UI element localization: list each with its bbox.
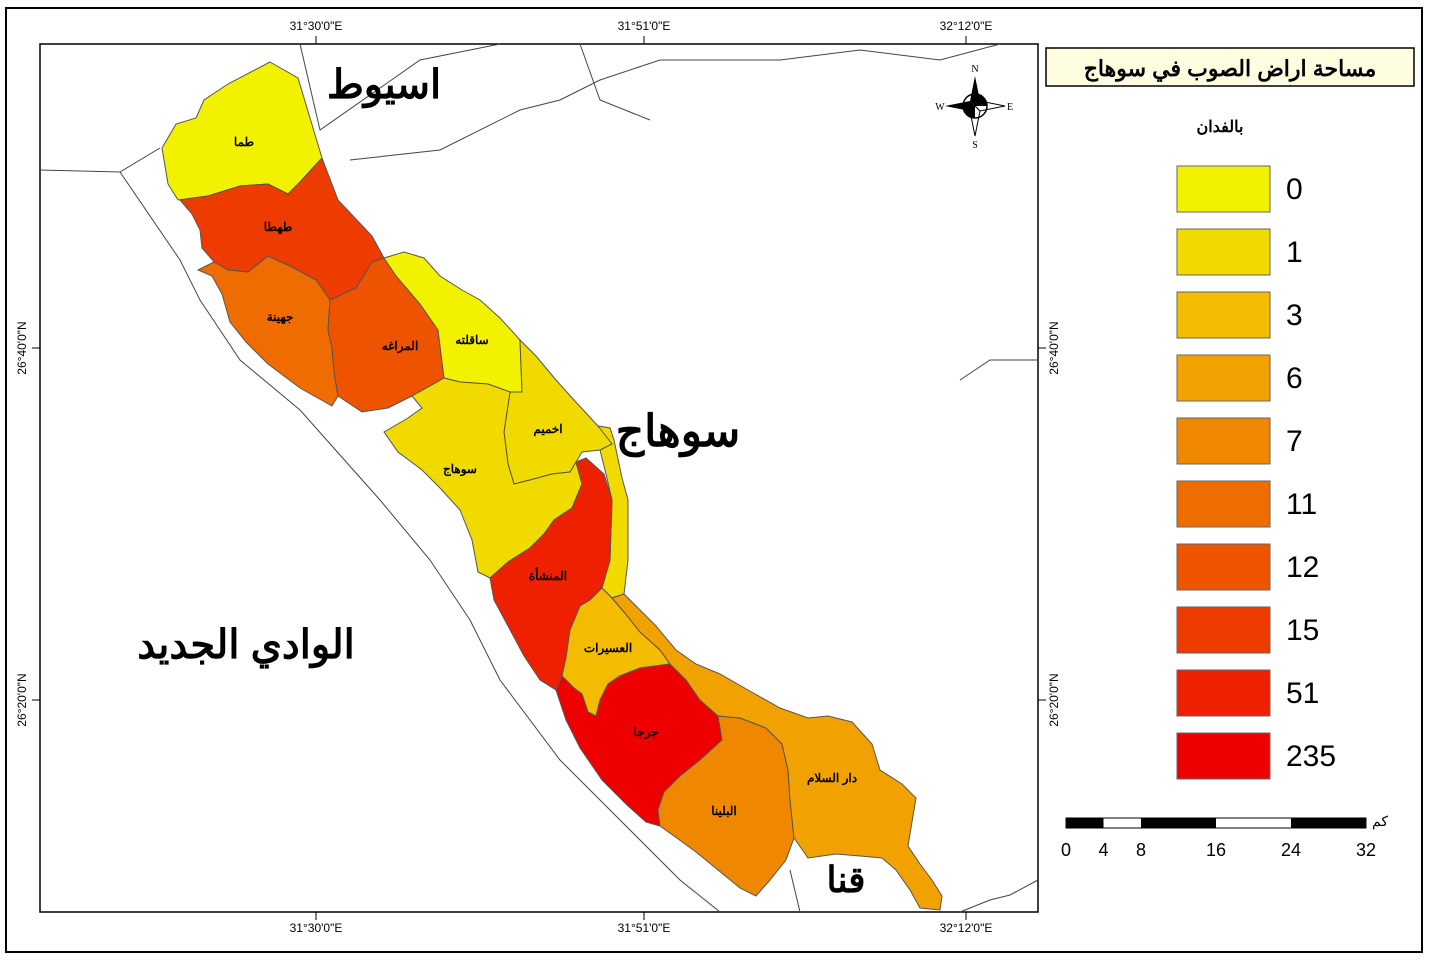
label-qena: قنا: [826, 859, 865, 900]
lat-left-1: 26°40'0"N: [15, 321, 29, 374]
scale-unit: كم: [1372, 813, 1388, 830]
legend-swatch: [1176, 732, 1271, 780]
lat-right-2: 26°20'0"N: [1047, 673, 1061, 726]
legend-label: 51: [1286, 677, 1319, 710]
lon-bottom-3: 32°12'0"E: [940, 921, 993, 935]
west-label: W: [935, 102, 945, 113]
legend-label: 11: [1286, 488, 1317, 521]
scale-bar: كم 0 4 8 16 24 32: [1061, 813, 1388, 860]
legend-swatch: [1176, 228, 1271, 276]
lat-right-1: 26°40'0"N: [1047, 321, 1061, 374]
district-labels: طما طهطا جهينة المراغه ساقلته اخميم سوها…: [234, 135, 857, 818]
district-munshaa[interactable]: [489, 457, 613, 691]
map-panel: طما طهطا جهينة المراغه ساقلته اخميم سوها…: [39, 43, 1039, 913]
legend-label: 7: [1286, 425, 1303, 458]
scale-ticks: 0 4 8 16 24 32: [1061, 840, 1376, 860]
north-label: N: [971, 64, 978, 75]
lat-left-2: 26°20'0"N: [15, 673, 29, 726]
legend-items: 0 1 3 6 7 11 12 15 51 235: [1176, 165, 1336, 780]
label-assiut: اسيوط: [327, 63, 441, 109]
label-tahta: طهطا: [264, 220, 293, 235]
title-box: [1045, 47, 1415, 87]
label-new-valley: الوادي الجديد: [137, 623, 355, 669]
legend-label: 3: [1286, 299, 1303, 332]
label-dar-alsalam: دار السلام: [807, 771, 857, 786]
lon-top-3: 32°12'0"E: [940, 19, 993, 33]
districts-layer: [161, 61, 943, 911]
scale-tick-label: 32: [1356, 840, 1376, 860]
lon-bottom-1: 31°30'0"E: [290, 921, 343, 935]
lon-bottom-2: 31°51'0"E: [618, 921, 671, 935]
region-labels: اسيوط سوهاج الوادي الجديد قنا: [137, 63, 865, 900]
lon-top-2: 31°51'0"E: [618, 19, 671, 33]
district-dar-alsalam[interactable]: [611, 593, 943, 911]
admin-boundaries: [39, 43, 1039, 913]
legend-label: 235: [1286, 740, 1336, 773]
label-girga: جرجا: [633, 725, 658, 740]
label-sohag-district: سوهاج: [443, 462, 477, 477]
label-tama: طما: [234, 135, 254, 149]
coordinate-labels: 31°30'0"E 31°51'0"E 32°12'0"E 31°30'0"E …: [15, 19, 1061, 935]
scale-tick-label: 24: [1281, 840, 1301, 860]
legend-label: 15: [1286, 614, 1319, 647]
legend-swatch: [1176, 417, 1271, 465]
legend-label: 6: [1286, 362, 1303, 395]
legend-swatch: [1176, 165, 1271, 213]
legend-label: 12: [1286, 551, 1319, 584]
legend-swatch: [1176, 606, 1271, 654]
legend-panel: مساحة اراض الصوب في سوهاج بالفدان 0 1 3 6 7 1…: [1045, 47, 1415, 860]
graticule-ticks: [32, 36, 1046, 920]
lon-top-1: 31°30'0"E: [290, 19, 343, 33]
scale-tick-label: 8: [1136, 840, 1146, 860]
legend-swatch: [1176, 291, 1271, 339]
legend-swatch: [1176, 669, 1271, 717]
legend-swatch: [1176, 543, 1271, 591]
north-arrow-icon: N S E W: [935, 64, 1013, 151]
legend-label: 0: [1286, 173, 1303, 206]
label-juhayna: جهينة: [267, 310, 294, 325]
label-saqulta: ساقلته: [455, 333, 488, 347]
south-label: S: [972, 140, 978, 151]
east-label: E: [1007, 102, 1013, 113]
label-akhmim: اخميم: [533, 422, 562, 437]
legend-swatch: [1176, 480, 1271, 528]
unit-label: بالفدان: [1197, 119, 1244, 136]
legend-label: 1: [1286, 236, 1303, 269]
map-title: مساحة اراض الصوب في سوهاج: [1084, 56, 1377, 82]
scale-tick-label: 4: [1098, 840, 1108, 860]
scale-tick-label: 0: [1061, 840, 1071, 860]
scale-tick-label: 16: [1206, 840, 1226, 860]
label-maragha: المراغه: [382, 339, 419, 354]
legend-swatch: [1176, 354, 1271, 402]
label-munshaa: المنشأة: [529, 567, 567, 583]
label-sohag-region: سوهاج: [616, 407, 741, 458]
label-usayrat: العسيرات: [584, 641, 632, 656]
label-balyana: البلينا: [711, 804, 736, 818]
